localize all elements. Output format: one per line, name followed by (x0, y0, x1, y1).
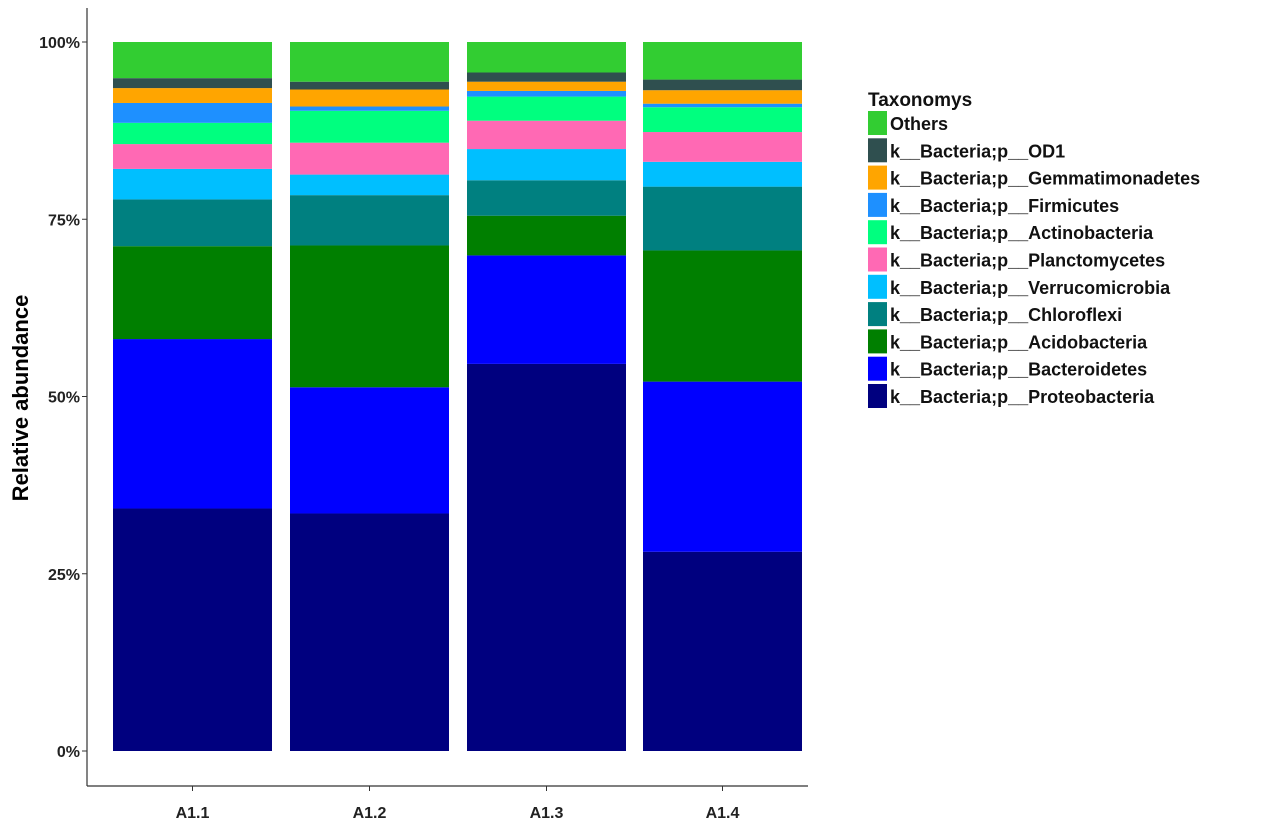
bar-segment (643, 161, 802, 187)
bar-segment (467, 363, 626, 751)
bar-segment (290, 513, 449, 751)
bar-segment (467, 215, 626, 256)
bar-segment (643, 381, 802, 552)
bar-segment (290, 387, 449, 514)
bar-segment (467, 72, 626, 82)
bar-stack (643, 42, 802, 751)
bar-segment (643, 186, 802, 251)
bar-segment (113, 508, 272, 751)
legend-swatch (868, 220, 887, 245)
legend-label: k__Bacteria;p__Gemmatimonadetes (890, 169, 1200, 189)
x-tick-label: A1.1 (176, 805, 210, 822)
x-tick-label: A1.2 (353, 805, 387, 822)
y-tick-label: 0% (57, 744, 80, 761)
legend-label: k__Bacteria;p__Firmicutes (890, 196, 1119, 216)
legend-swatch (868, 192, 887, 217)
bar-segment (113, 144, 272, 169)
legend-swatch (868, 111, 887, 135)
bar-segment (113, 168, 272, 200)
x-tick-label: A1.3 (530, 805, 564, 822)
legend-label: k__Bacteria;p__Verrucomicrobia (890, 278, 1171, 298)
legend-swatch (868, 329, 887, 354)
legend-label: Others (890, 114, 948, 134)
bar-stack (467, 42, 626, 751)
bar-segment (113, 102, 272, 123)
legend-label: k__Bacteria;p__Chloroflexi (890, 305, 1122, 325)
bar-segment (467, 149, 626, 181)
bar-segment (290, 195, 449, 246)
bar-segment (290, 89, 449, 107)
bar-segment (643, 90, 802, 104)
bar-segment (643, 42, 802, 80)
legend-items: Others k__Bacteria;p__OD1 k__Bacteria;p__G… (868, 111, 1200, 408)
bar-segment (467, 96, 626, 121)
y-tick-label: 50% (48, 390, 80, 407)
y-tick-label: 75% (48, 212, 80, 229)
bar-segment (113, 199, 272, 247)
legend-title: Taxonomys (868, 90, 972, 111)
bar-segment (290, 245, 449, 388)
bar-segment (290, 106, 449, 111)
legend: Taxonomys Others k__Bacteria;p__OD1 k__Bac… (868, 90, 1200, 408)
bar-segment (113, 246, 272, 340)
bar-segment (643, 79, 802, 91)
bar-segment (290, 142, 449, 175)
legend-label: k__Bacteria;p__Planctomycetes (890, 251, 1165, 271)
y-ticks: 0% 25% 50% 75% 100% (39, 35, 87, 761)
bar-segment (467, 81, 626, 91)
legend-label: k__Bacteria;p__Bacteroidetes (890, 360, 1147, 380)
bar-segment (467, 180, 626, 216)
bar-segment (113, 122, 272, 145)
bar-segment (113, 78, 272, 89)
y-tick-label: 25% (48, 567, 80, 584)
bar-segment (467, 90, 626, 97)
y-tick-label: 100% (39, 35, 80, 52)
bar-segment (113, 42, 272, 79)
bar-stack (290, 42, 449, 751)
bar-segment (643, 551, 802, 751)
bar-segment (113, 88, 272, 103)
bar-segment (113, 339, 272, 509)
bar-segment (290, 174, 449, 196)
bar-stack (113, 42, 272, 751)
y-axis-title: Relative abundance (8, 295, 33, 502)
legend-label: k__Bacteria;p__Acidobacteria (890, 332, 1148, 352)
bar-segment (643, 132, 802, 162)
bar-segment (467, 42, 626, 73)
legend-label: k__Bacteria;p__OD1 (890, 141, 1065, 161)
bar-segment (467, 120, 626, 150)
legend-swatch (868, 384, 887, 408)
bar-segment (643, 250, 802, 382)
bar-segment (643, 103, 802, 108)
x-tick-label: A1.4 (706, 805, 740, 822)
legend-swatch (868, 247, 887, 272)
bar-segment (290, 81, 449, 90)
legend-swatch (868, 274, 887, 299)
bar-segment (467, 255, 626, 364)
legend-swatch (868, 302, 887, 327)
bar-segment (643, 107, 802, 133)
legend-swatch (868, 165, 887, 190)
legend-swatch (868, 138, 887, 163)
legend-swatch (868, 356, 887, 381)
legend-label: k__Bacteria;p__Proteobacteria (890, 387, 1155, 407)
bar-segment (290, 42, 449, 82)
bars (113, 42, 802, 751)
legend-label: k__Bacteria;p__Actinobacteria (890, 223, 1154, 243)
bar-segment (290, 110, 449, 143)
x-ticks: A1.1 A1.2 A1.3 A1.4 (176, 786, 740, 822)
